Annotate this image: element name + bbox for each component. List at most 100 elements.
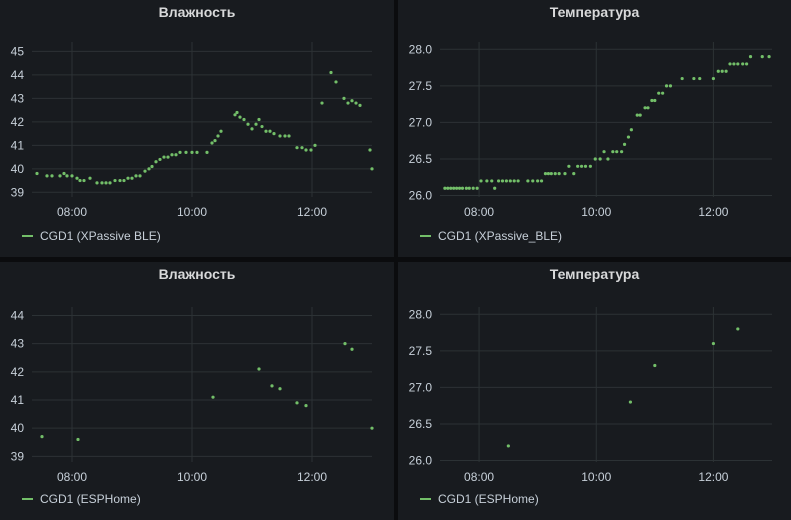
temperature-xpassive-plot: 26.0 26.5 27.0 27.5 28.0 08:00 10:00 12:00 xyxy=(409,42,772,219)
data-point xyxy=(134,174,138,178)
data-point xyxy=(724,69,728,73)
data-point xyxy=(543,172,548,176)
y-tick-label: 41 xyxy=(11,393,25,407)
data-point xyxy=(493,186,497,190)
data-point xyxy=(295,146,299,150)
data-point xyxy=(657,91,661,95)
data-point xyxy=(512,179,516,183)
panel-humidity-xpassive: Влажность 39 40 41 42 43 44 45 08:00 10:00 12:00 … xyxy=(0,0,394,257)
data-point xyxy=(62,171,66,176)
data-point xyxy=(358,103,362,108)
data-point xyxy=(150,164,154,169)
y-tick-label: 28.0 xyxy=(409,307,433,321)
data-point xyxy=(184,150,188,154)
data-point xyxy=(661,91,665,95)
data-point xyxy=(716,69,720,73)
data-point xyxy=(692,76,696,81)
data-point xyxy=(113,178,117,183)
data-point xyxy=(70,174,74,178)
data-point xyxy=(736,327,740,331)
panel-title[interactable]: Температура xyxy=(549,266,640,282)
legend-label: CGD1 (ESPHome) xyxy=(438,492,539,506)
data-point xyxy=(246,122,250,126)
y-tick-label: 27.5 xyxy=(409,79,433,93)
data-point xyxy=(130,176,134,180)
y-tick-label: 26.0 xyxy=(409,189,433,203)
legend-swatch xyxy=(22,235,33,237)
panel-title[interactable]: Влажность xyxy=(158,266,236,282)
y-tick-label: 45 xyxy=(11,44,25,58)
data-point xyxy=(579,164,584,168)
data-point xyxy=(653,98,657,103)
data-point xyxy=(35,171,39,176)
data-point xyxy=(95,181,99,185)
data-point xyxy=(219,129,223,133)
data-point xyxy=(216,134,220,138)
data-point xyxy=(213,139,217,143)
data-point xyxy=(650,98,654,103)
data-point xyxy=(195,150,199,154)
data-point xyxy=(250,127,254,131)
y-tick-label: 42 xyxy=(11,115,25,129)
data-point xyxy=(210,141,214,145)
data-point xyxy=(50,174,54,178)
legend[interactable]: CGD1 (XPassive_BLE) xyxy=(420,229,562,243)
data-point xyxy=(553,172,557,176)
data-point xyxy=(278,134,282,138)
data-point xyxy=(343,342,347,346)
legend[interactable]: CGD1 (ESPHome) xyxy=(22,492,141,506)
data-point xyxy=(500,179,505,183)
y-tick-label: 27.0 xyxy=(409,380,433,394)
data-point xyxy=(698,76,702,81)
legend-label: CGD1 (ESPHome) xyxy=(40,492,141,506)
x-tick-label: 10:00 xyxy=(177,205,207,219)
panel-title[interactable]: Температура xyxy=(549,4,640,20)
panel-temperature-xpassive: Температура 26.0 26.5 27.0 27.5 28.0 08:00 10:… xyxy=(398,0,791,257)
data-point xyxy=(350,347,354,351)
data-point xyxy=(370,426,374,430)
data-point xyxy=(45,174,49,178)
data-point xyxy=(346,101,350,105)
panel-title[interactable]: Влажность xyxy=(158,4,236,20)
data-point xyxy=(178,150,182,154)
data-point xyxy=(643,106,647,110)
legend[interactable]: CGD1 (ESPHome) xyxy=(420,492,539,506)
data-point xyxy=(65,174,69,178)
data-point xyxy=(88,176,92,180)
x-tick-label: 12:00 xyxy=(297,205,327,219)
humidity-esphome-plot: 39 40 41 42 43 44 08:00 10:00 12:00 xyxy=(11,307,374,484)
y-tick-label: 39 xyxy=(11,449,25,463)
data-point xyxy=(576,164,580,168)
data-point xyxy=(270,384,274,388)
data-point xyxy=(452,186,456,190)
data-point xyxy=(300,146,304,150)
data-point xyxy=(40,435,44,439)
y-tick-label: 42 xyxy=(11,365,25,379)
data-point xyxy=(622,142,627,146)
y-tick-label: 40 xyxy=(11,162,25,176)
data-point xyxy=(304,404,308,408)
data-point xyxy=(147,167,151,171)
data-point xyxy=(475,186,479,190)
data-point xyxy=(567,164,571,168)
y-tick-label: 44 xyxy=(11,308,25,322)
data-point xyxy=(504,179,508,183)
y-tick-label: 26.5 xyxy=(409,417,433,431)
data-point xyxy=(158,157,162,162)
x-tick-label: 08:00 xyxy=(464,205,494,219)
legend[interactable]: CGD1 (XPassive BLE) xyxy=(22,229,161,243)
x-tick-label: 12:00 xyxy=(698,470,728,484)
data-point xyxy=(122,178,126,183)
data-point xyxy=(593,157,597,161)
x-tick-label: 10:00 xyxy=(177,470,207,484)
y-tick-label: 43 xyxy=(11,91,25,105)
data-point xyxy=(479,179,483,183)
y-tick-label: 28.0 xyxy=(409,42,433,56)
x-tick-label: 08:00 xyxy=(57,205,87,219)
data-point xyxy=(75,176,79,180)
data-point xyxy=(508,179,512,183)
data-point xyxy=(295,401,299,405)
data-point xyxy=(264,129,268,133)
data-point xyxy=(732,62,736,66)
data-point xyxy=(100,181,104,185)
